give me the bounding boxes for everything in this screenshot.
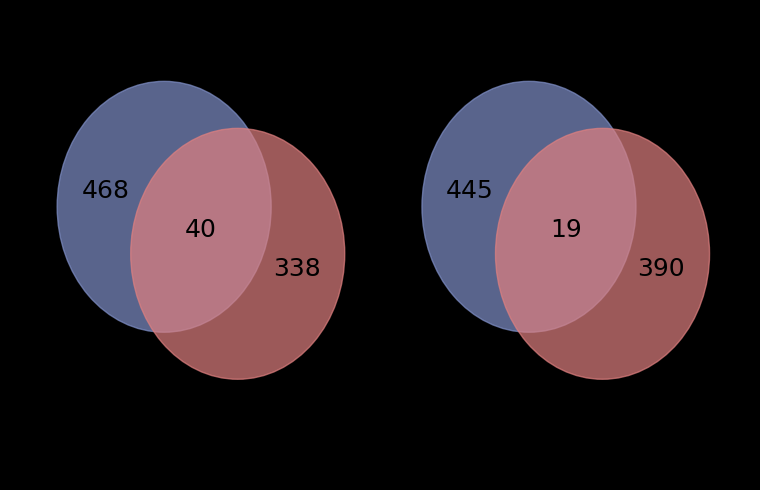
- Circle shape: [422, 81, 636, 332]
- Text: 468: 468: [81, 179, 129, 203]
- Text: DN_Os: DN_Os: [651, 392, 716, 411]
- Circle shape: [57, 81, 271, 332]
- Text: 40: 40: [185, 219, 217, 242]
- Text: 19: 19: [550, 219, 581, 242]
- Text: 390: 390: [638, 258, 686, 281]
- Circle shape: [131, 128, 345, 379]
- Text: 445: 445: [446, 179, 494, 203]
- Text: UP_Os: UP_Os: [290, 392, 351, 411]
- Circle shape: [496, 128, 710, 379]
- Text: UP_At: UP_At: [44, 54, 100, 73]
- Text: DN_At: DN_At: [409, 54, 468, 73]
- Text: 338: 338: [273, 258, 321, 281]
